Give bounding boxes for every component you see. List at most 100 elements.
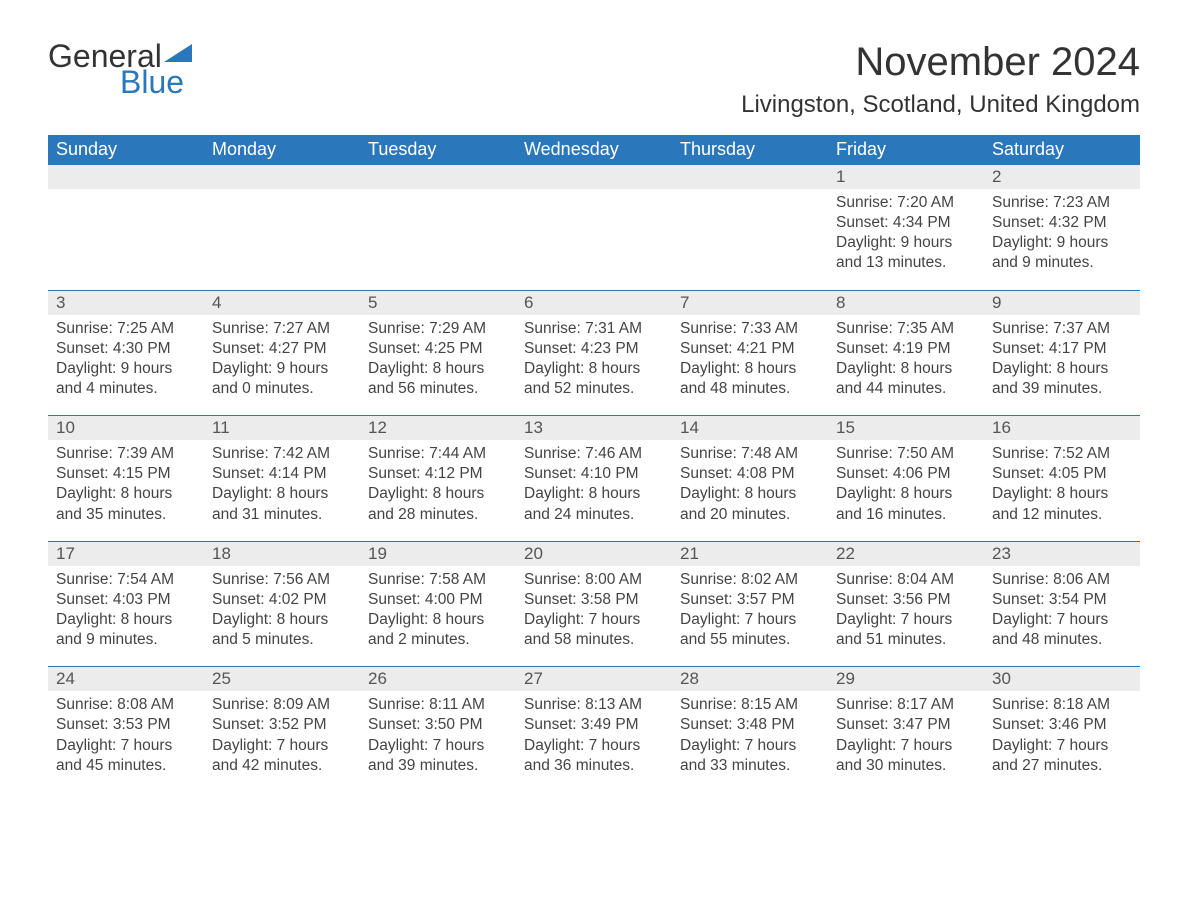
day-number: 6 [516, 290, 672, 315]
day-cell: Sunrise: 7:27 AMSunset: 4:27 PMDaylight:… [204, 315, 360, 416]
sunset-text: Sunset: 4:17 PM [992, 339, 1132, 359]
sunset-text: Sunset: 3:56 PM [836, 590, 976, 610]
sunset-text: Sunset: 4:06 PM [836, 464, 976, 484]
day-number: 27 [516, 667, 672, 692]
empty-day-number [360, 165, 516, 190]
daylight-text: Daylight: 8 hours and 12 minutes. [992, 484, 1132, 524]
sunset-text: Sunset: 4:08 PM [680, 464, 820, 484]
day-cell: Sunrise: 7:54 AMSunset: 4:03 PMDaylight:… [48, 566, 204, 667]
day-number: 11 [204, 416, 360, 441]
daylight-text: Daylight: 8 hours and 28 minutes. [368, 484, 508, 524]
sunset-text: Sunset: 4:12 PM [368, 464, 508, 484]
day-cell: Sunrise: 7:44 AMSunset: 4:12 PMDaylight:… [360, 440, 516, 541]
day-cell: Sunrise: 8:18 AMSunset: 3:46 PMDaylight:… [984, 691, 1140, 792]
day-number: 25 [204, 667, 360, 692]
day-cell: Sunrise: 7:20 AMSunset: 4:34 PMDaylight:… [828, 189, 984, 290]
daylight-text: Daylight: 9 hours and 9 minutes. [992, 233, 1132, 273]
sunrise-text: Sunrise: 8:18 AM [992, 695, 1132, 715]
sunset-text: Sunset: 4:15 PM [56, 464, 196, 484]
day-cell: Sunrise: 7:33 AMSunset: 4:21 PMDaylight:… [672, 315, 828, 416]
daylight-text: Daylight: 7 hours and 55 minutes. [680, 610, 820, 650]
day-number: 15 [828, 416, 984, 441]
day-number-row: 17181920212223 [48, 541, 1140, 566]
day-number: 22 [828, 541, 984, 566]
sunrise-text: Sunrise: 7:46 AM [524, 444, 664, 464]
day-cell: Sunrise: 8:15 AMSunset: 3:48 PMDaylight:… [672, 691, 828, 792]
day-cell: Sunrise: 7:52 AMSunset: 4:05 PMDaylight:… [984, 440, 1140, 541]
daylight-text: Daylight: 7 hours and 33 minutes. [680, 736, 820, 776]
day-cell: Sunrise: 8:06 AMSunset: 3:54 PMDaylight:… [984, 566, 1140, 667]
day-number: 7 [672, 290, 828, 315]
day-cell: Sunrise: 8:11 AMSunset: 3:50 PMDaylight:… [360, 691, 516, 792]
day-header: Wednesday [516, 135, 672, 165]
day-body-row: Sunrise: 7:25 AMSunset: 4:30 PMDaylight:… [48, 315, 1140, 416]
day-header: Tuesday [360, 135, 516, 165]
calendar-body: 12Sunrise: 7:20 AMSunset: 4:34 PMDayligh… [48, 165, 1140, 792]
day-cell: Sunrise: 7:39 AMSunset: 4:15 PMDaylight:… [48, 440, 204, 541]
day-number: 18 [204, 541, 360, 566]
day-number: 1 [828, 165, 984, 190]
day-body-row: Sunrise: 7:54 AMSunset: 4:03 PMDaylight:… [48, 566, 1140, 667]
day-header: Monday [204, 135, 360, 165]
day-number: 10 [48, 416, 204, 441]
day-number: 28 [672, 667, 828, 692]
sunrise-text: Sunrise: 8:02 AM [680, 570, 820, 590]
sunrise-text: Sunrise: 7:50 AM [836, 444, 976, 464]
sunrise-text: Sunrise: 7:52 AM [992, 444, 1132, 464]
sunrise-text: Sunrise: 7:35 AM [836, 319, 976, 339]
empty-day-body [360, 189, 516, 290]
sunrise-text: Sunrise: 8:15 AM [680, 695, 820, 715]
day-cell: Sunrise: 7:35 AMSunset: 4:19 PMDaylight:… [828, 315, 984, 416]
day-number: 2 [984, 165, 1140, 190]
sunrise-text: Sunrise: 7:56 AM [212, 570, 352, 590]
daylight-text: Daylight: 9 hours and 13 minutes. [836, 233, 976, 273]
sunset-text: Sunset: 3:50 PM [368, 715, 508, 735]
daylight-text: Daylight: 7 hours and 51 minutes. [836, 610, 976, 650]
day-number-row: 10111213141516 [48, 416, 1140, 441]
day-body-row: Sunrise: 7:39 AMSunset: 4:15 PMDaylight:… [48, 440, 1140, 541]
daylight-text: Daylight: 7 hours and 39 minutes. [368, 736, 508, 776]
day-number: 24 [48, 667, 204, 692]
daylight-text: Daylight: 8 hours and 2 minutes. [368, 610, 508, 650]
sunset-text: Sunset: 3:57 PM [680, 590, 820, 610]
sunset-text: Sunset: 4:23 PM [524, 339, 664, 359]
day-cell: Sunrise: 7:31 AMSunset: 4:23 PMDaylight:… [516, 315, 672, 416]
day-number: 20 [516, 541, 672, 566]
calendar-table: Sunday Monday Tuesday Wednesday Thursday… [48, 135, 1140, 792]
daylight-text: Daylight: 7 hours and 36 minutes. [524, 736, 664, 776]
day-body-row: Sunrise: 7:20 AMSunset: 4:34 PMDaylight:… [48, 189, 1140, 290]
daylight-text: Daylight: 8 hours and 48 minutes. [680, 359, 820, 399]
daylight-text: Daylight: 7 hours and 45 minutes. [56, 736, 196, 776]
sunset-text: Sunset: 4:03 PM [56, 590, 196, 610]
day-cell: Sunrise: 7:37 AMSunset: 4:17 PMDaylight:… [984, 315, 1140, 416]
sunset-text: Sunset: 4:14 PM [212, 464, 352, 484]
sunrise-text: Sunrise: 8:00 AM [524, 570, 664, 590]
daylight-text: Daylight: 7 hours and 27 minutes. [992, 736, 1132, 776]
daylight-text: Daylight: 8 hours and 56 minutes. [368, 359, 508, 399]
sunrise-text: Sunrise: 8:09 AM [212, 695, 352, 715]
sunrise-text: Sunrise: 7:25 AM [56, 319, 196, 339]
daylight-text: Daylight: 8 hours and 35 minutes. [56, 484, 196, 524]
day-number: 5 [360, 290, 516, 315]
day-cell: Sunrise: 7:46 AMSunset: 4:10 PMDaylight:… [516, 440, 672, 541]
day-number: 14 [672, 416, 828, 441]
sunrise-text: Sunrise: 8:04 AM [836, 570, 976, 590]
logo-blue-text: Blue [120, 66, 192, 98]
sunrise-text: Sunrise: 8:08 AM [56, 695, 196, 715]
day-cell: Sunrise: 7:25 AMSunset: 4:30 PMDaylight:… [48, 315, 204, 416]
sunrise-text: Sunrise: 7:29 AM [368, 319, 508, 339]
day-cell: Sunrise: 7:48 AMSunset: 4:08 PMDaylight:… [672, 440, 828, 541]
location-subtitle: Livingston, Scotland, United Kingdom [741, 91, 1140, 119]
day-number-row: 12 [48, 165, 1140, 190]
sunrise-text: Sunrise: 7:44 AM [368, 444, 508, 464]
logo: General Blue [48, 40, 192, 98]
title-block: November 2024 Livingston, Scotland, Unit… [741, 40, 1140, 131]
empty-day-number [204, 165, 360, 190]
sunset-text: Sunset: 4:10 PM [524, 464, 664, 484]
day-cell: Sunrise: 7:58 AMSunset: 4:00 PMDaylight:… [360, 566, 516, 667]
day-header: Sunday [48, 135, 204, 165]
day-number: 17 [48, 541, 204, 566]
daylight-text: Daylight: 8 hours and 39 minutes. [992, 359, 1132, 399]
day-header: Saturday [984, 135, 1140, 165]
day-cell: Sunrise: 7:23 AMSunset: 4:32 PMDaylight:… [984, 189, 1140, 290]
